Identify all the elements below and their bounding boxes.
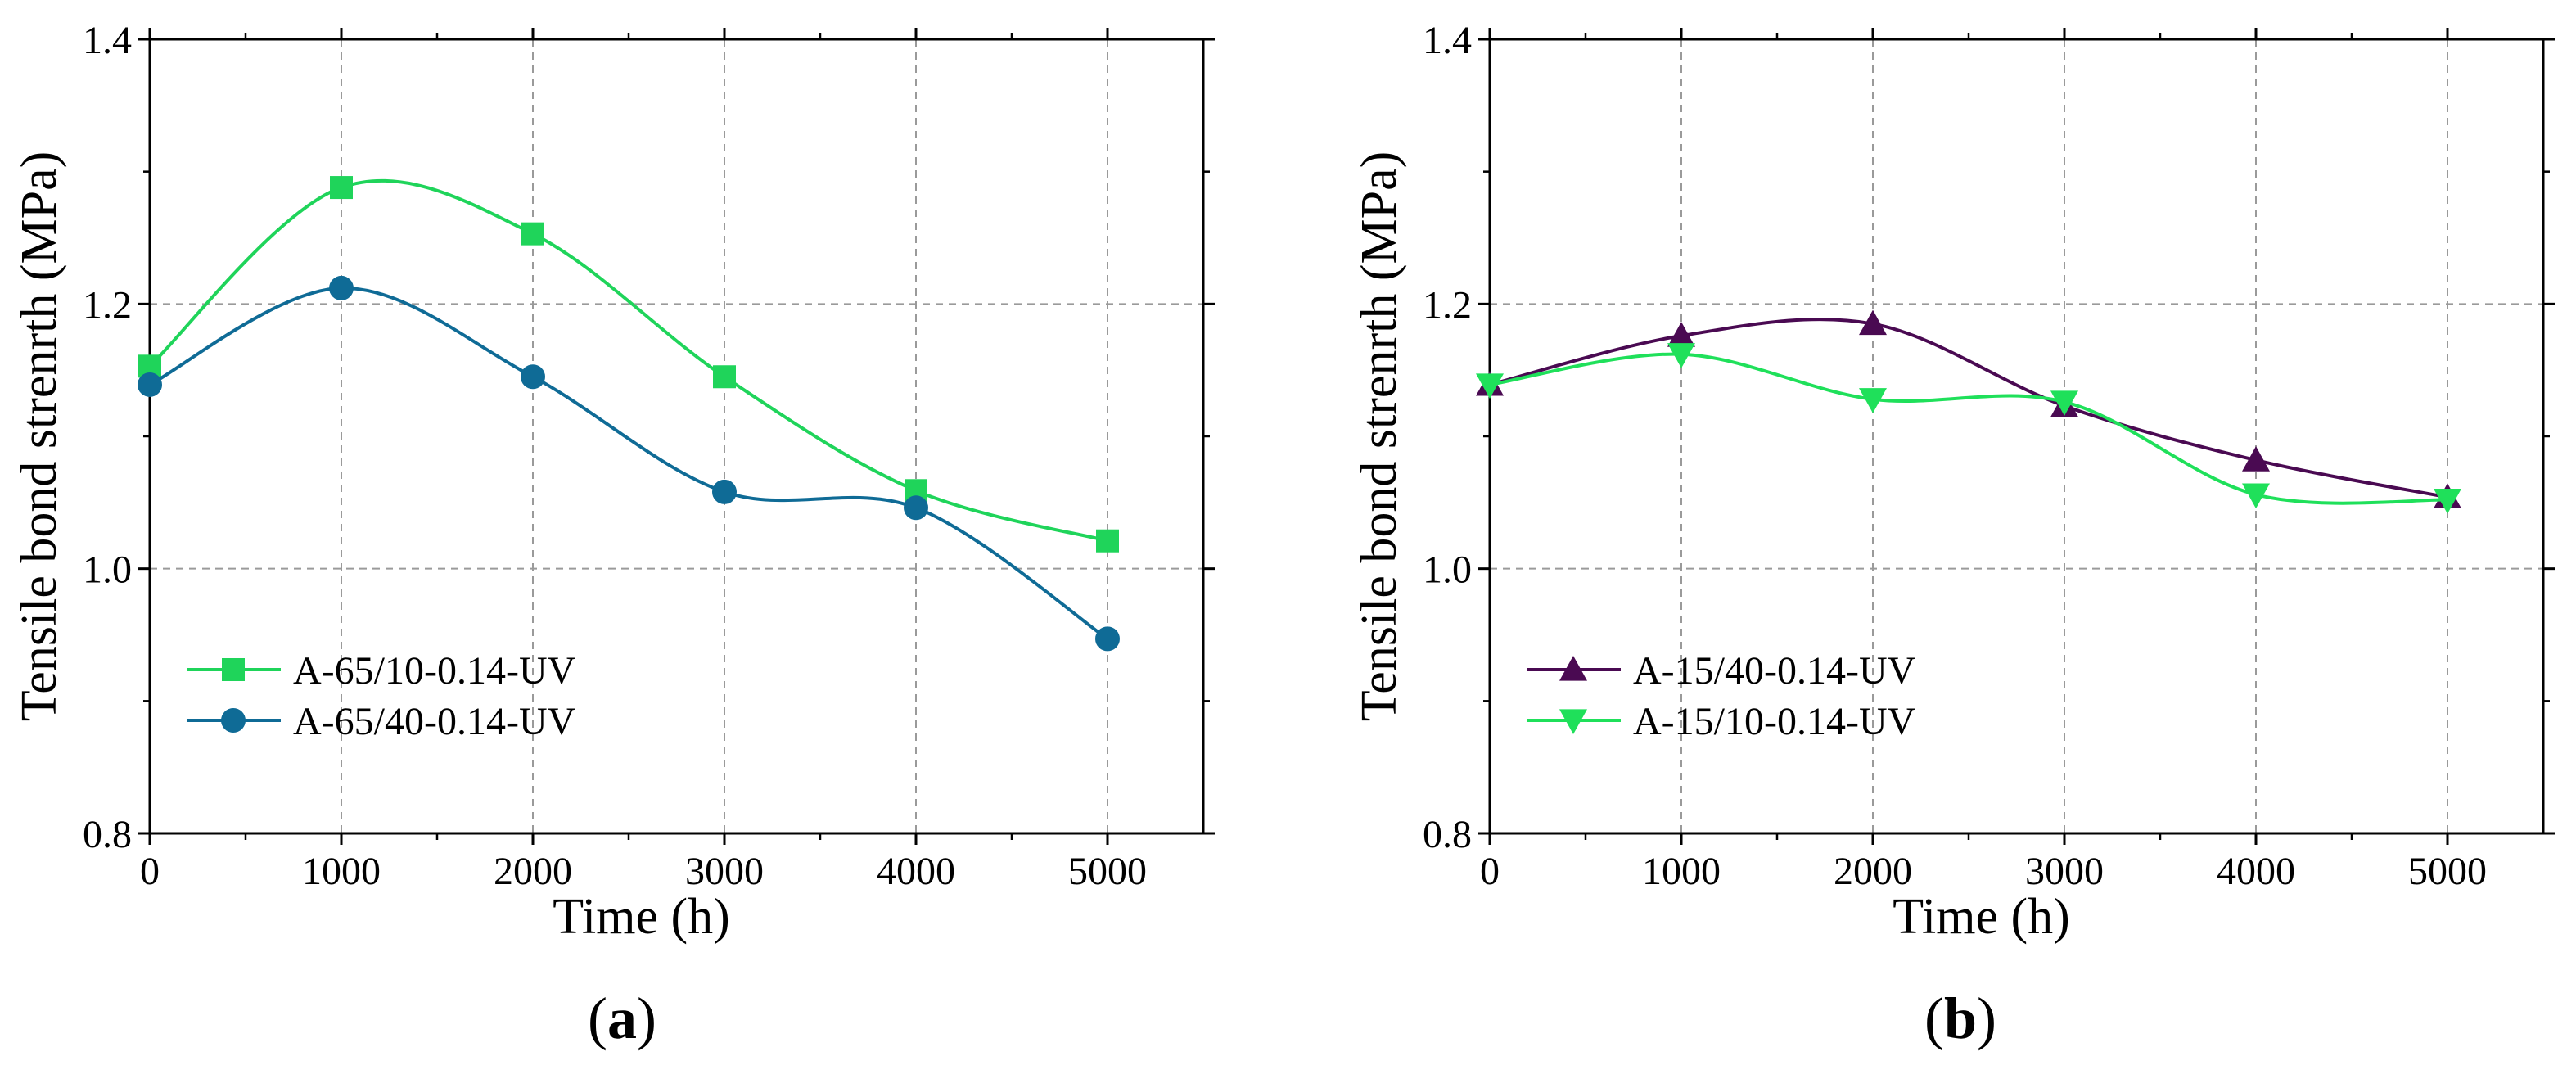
x-tick-label: 0 (140, 850, 160, 893)
panel-label-close-paren: ) (637, 986, 656, 1051)
x-tick-label: 0 (1480, 850, 1500, 893)
x-axis-title: Time (h) (553, 889, 729, 945)
legend-label: A-15/40-0.14-UV (1633, 649, 1916, 693)
panel-label-close-paren: ) (1977, 986, 1996, 1051)
y-tick-label: 1.4 (1423, 19, 1472, 62)
data-point-square (330, 176, 353, 200)
legend-label: A-15/10-0.14-UV (1633, 700, 1916, 743)
data-point-square (521, 222, 544, 246)
panel-a: 0 1000 2000 3000 4000 5000 0.8 1.0 1.2 1.4 Time (h… (11, 19, 1215, 1051)
legend-label: A-65/10-0.14-UV (293, 649, 576, 693)
series-line-0 (148, 178, 1108, 543)
data-point-triangle-up (1859, 309, 1887, 336)
x-tick-label: 2000 (1834, 850, 1912, 893)
data-point-square (713, 365, 736, 389)
y-tick-label: 0.8 (1423, 813, 1472, 856)
y-axis-title: Tensile bond strenrth (MPa) (1351, 151, 1407, 721)
data-point-circle (138, 372, 162, 397)
data-point-triangle-down (2242, 483, 2270, 509)
data-point-triangle-down (1667, 343, 1695, 368)
data-point-circle (521, 364, 545, 390)
panel-label-open-paren: ( (1924, 986, 1944, 1051)
legend-marker-triangle-down (1559, 709, 1587, 734)
x-tick-label: 2000 (494, 850, 572, 893)
panel-label-letter: a (607, 986, 637, 1051)
y-tick-label: 1.0 (83, 548, 132, 592)
data-point-square (1096, 529, 1119, 553)
x-tick-label: 3000 (2025, 850, 2104, 893)
data-point-triangle-up (1667, 322, 1695, 347)
panel-label: (a) (588, 986, 656, 1051)
legend-marker-circle (221, 708, 246, 733)
legend-marker-triangle-up (1559, 656, 1587, 681)
x-tick-label: 4000 (877, 850, 955, 893)
legend-marker-square (222, 658, 245, 681)
x-tick-label: 4000 (2217, 850, 2295, 893)
data-point-triangle-up (2242, 446, 2270, 472)
x-tick-label: 5000 (1068, 850, 1147, 893)
data-point-circle (904, 495, 928, 521)
panel-label: (b) (1924, 986, 1996, 1051)
data-point-circle (712, 479, 737, 504)
x-tick-label: 1000 (302, 850, 381, 893)
x-axis-title: Time (h) (1893, 889, 2069, 945)
legend-label: A-65/40-0.14-UV (293, 700, 576, 743)
series-line-0 (1489, 318, 2448, 499)
x-tick-label: 3000 (685, 850, 764, 893)
y-tick-label: 1.2 (1423, 283, 1472, 327)
x-tick-label: 5000 (2408, 850, 2487, 893)
data-point-circle (1095, 626, 1120, 652)
y-tick-label: 1.4 (83, 19, 132, 62)
y-tick-label: 1.2 (83, 283, 132, 327)
y-tick-label: 0.8 (83, 813, 132, 856)
data-point-triangle-down (1859, 388, 1887, 413)
panel-label-letter: b (1944, 986, 1977, 1051)
panel-label-open-paren: ( (588, 986, 607, 1051)
y-axis-title: Tensile bond strenrth (MPa) (11, 151, 67, 721)
series-line-1 (149, 286, 1109, 641)
x-tick-label: 1000 (1642, 850, 1721, 893)
data-point-circle (329, 275, 354, 300)
series-line-1 (1489, 352, 2448, 505)
y-tick-label: 1.0 (1423, 548, 1472, 592)
panel-b: 0 1000 2000 3000 4000 5000 0.8 1.0 1.2 1.4 Time (h… (1351, 19, 2555, 1051)
data-point-triangle-down (2050, 390, 2078, 416)
data-point-triangle-down (1476, 373, 1504, 399)
data-point-triangle-down (2434, 489, 2461, 514)
